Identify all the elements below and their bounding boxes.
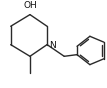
Text: OH: OH <box>23 1 37 10</box>
Text: N: N <box>49 41 55 50</box>
